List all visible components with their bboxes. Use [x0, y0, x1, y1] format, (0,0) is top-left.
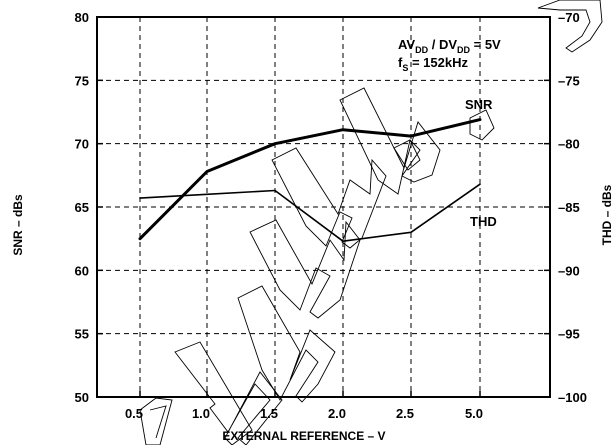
- grid: [97, 17, 550, 397]
- y-left-tick-label: 75: [75, 73, 89, 88]
- snr-line: [138, 118, 482, 241]
- y-axis-title-left: SNR – dBs: [11, 194, 25, 256]
- y-right-tick-label: –90: [558, 263, 580, 278]
- x-tick-label: 0.5: [125, 406, 143, 421]
- y-axis-title-right: THD – dBs: [600, 184, 614, 245]
- annotation-line-2: fS = 152kHz: [398, 55, 468, 73]
- series-layer: [138, 118, 482, 242]
- x-tick-label: 5.0: [465, 406, 483, 421]
- watermark: [139, 0, 603, 445]
- x-tick-label: 2.5: [396, 406, 414, 421]
- y-right-tick-label: –100: [558, 390, 587, 405]
- x-tick-label: 2.0: [328, 406, 346, 421]
- y-right-tick-label: –85: [558, 200, 580, 215]
- thd-series-label: THD: [470, 214, 497, 229]
- y-left-tick-label: 55: [75, 327, 89, 342]
- y-left-tick-label: 65: [75, 200, 89, 215]
- ticks: 80 75 70 65 60 55 50 –70 –75 –80 –85 –90 –95 –100 0.5 1…: [75, 10, 587, 421]
- annotation-line-1: AVDD / DVDD = 5V: [398, 37, 501, 55]
- y-right-tick-label: –70: [558, 10, 580, 25]
- y-left-tick-label: 80: [75, 10, 89, 25]
- x-axis-title: EXTERNAL REFERENCE – V: [222, 429, 385, 443]
- x-tick-label: 1.0: [192, 406, 210, 421]
- y-left-tick-label: 70: [75, 137, 89, 152]
- y-right-tick-label: –75: [558, 73, 580, 88]
- y-left-tick-label: 60: [75, 263, 89, 278]
- thd-line: [139, 183, 481, 242]
- y-right-tick-label: –95: [558, 327, 580, 342]
- y-right-tick-label: –80: [558, 137, 580, 152]
- snr-series-label: SNR: [465, 97, 493, 112]
- x-tick-label: 1.5: [260, 406, 278, 421]
- y-left-tick-label: 50: [75, 390, 89, 405]
